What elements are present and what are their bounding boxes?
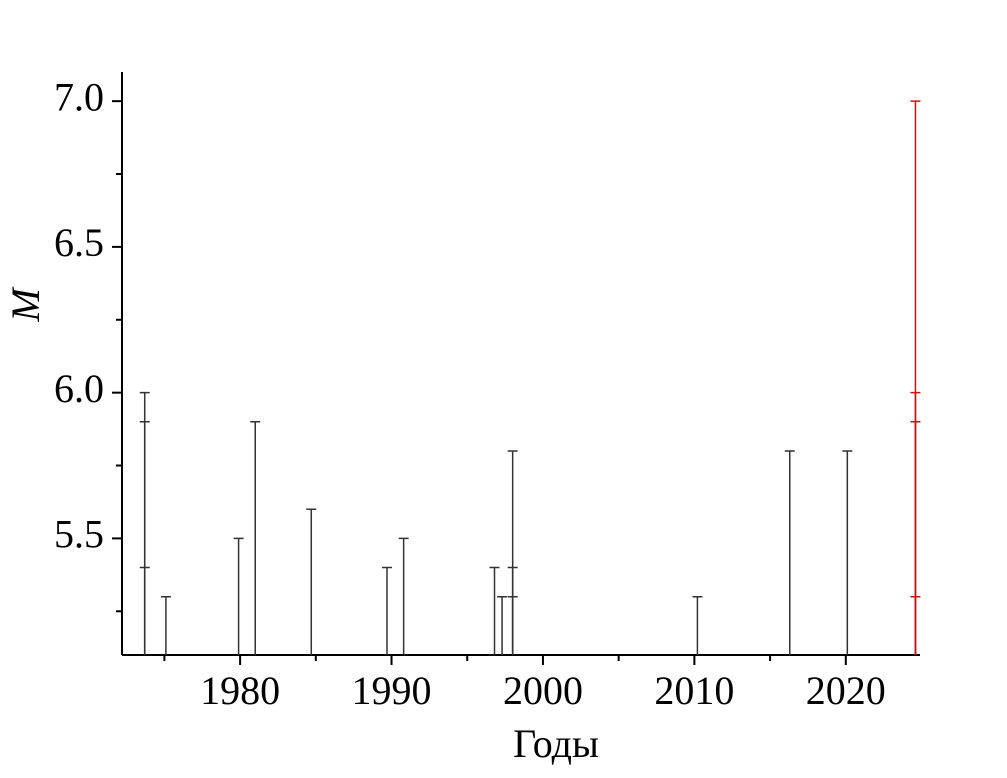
x-axis-label: Годы — [513, 721, 599, 766]
x-tick-label: 1980 — [200, 668, 280, 713]
y-tick-label: 5.5 — [54, 512, 104, 557]
stem — [381, 566, 392, 655]
y-tick-label: 7.0 — [54, 74, 104, 119]
stem — [784, 450, 795, 655]
stem — [507, 595, 518, 655]
x-tick-label: 2020 — [806, 668, 886, 713]
x-tick-label: 1990 — [352, 668, 432, 713]
stem — [497, 595, 508, 655]
y-tick-label: 6.0 — [54, 366, 104, 411]
stem — [139, 566, 150, 655]
stem — [160, 595, 171, 655]
stem — [489, 566, 500, 655]
y-tick-label: 6.5 — [54, 220, 104, 265]
stem — [692, 595, 703, 655]
stem — [842, 450, 853, 655]
stem — [398, 537, 409, 655]
stem — [250, 421, 261, 655]
x-tick-label: 2000 — [503, 668, 583, 713]
x-tick-label: 2010 — [654, 668, 734, 713]
stem — [233, 537, 244, 655]
stem — [910, 595, 921, 655]
y-axis-label: M — [3, 286, 48, 323]
stem — [306, 508, 317, 655]
